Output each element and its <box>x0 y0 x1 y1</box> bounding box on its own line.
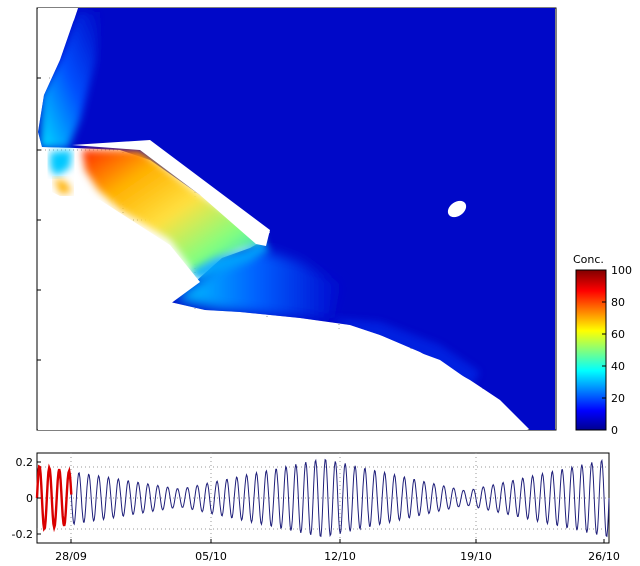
tide-panel: 0.2 0 -0.2 28/09 05/10 12/10 19/10 26/10 <box>12 452 620 563</box>
colorbar-tick-label: 40 <box>611 360 625 373</box>
land-south <box>38 170 528 430</box>
estuary-channel <box>82 150 265 276</box>
inlet-left <box>50 150 72 176</box>
inlet-left-lower <box>54 178 72 194</box>
tide-ytick-label: 0.2 <box>16 456 34 469</box>
tide-xtick-label: 12/10 <box>324 550 356 563</box>
land-north-spit <box>38 8 78 130</box>
colorbar-tick-label: 80 <box>611 296 625 309</box>
tide-series <box>35 458 610 538</box>
colorbar-tick-label: 0 <box>611 424 618 437</box>
colorbar-tick-label: 20 <box>611 392 625 405</box>
tide-highlight-line <box>35 463 73 533</box>
map-panel <box>36 7 557 431</box>
upper-channel-plume <box>40 12 100 148</box>
estuary-channel-edge <box>190 242 270 280</box>
colorbar: Conc. 100 80 60 40 20 0 <box>573 253 632 437</box>
colorbar-tick-label: 60 <box>611 328 625 341</box>
colorbar-ticks: 100 80 60 40 20 0 <box>602 264 632 437</box>
colorbar-bar <box>575 269 607 431</box>
colorbar-tick-label: 100 <box>611 264 632 277</box>
map-yticks <box>37 77 41 361</box>
tide-ytick-label: -0.2 <box>12 528 33 541</box>
tide-xtick-label: 19/10 <box>460 550 492 563</box>
tide-ytick-label: 0 <box>26 492 33 505</box>
tide-xtick-label: 05/10 <box>195 550 227 563</box>
tide-yticks: 0.2 0 -0.2 <box>12 456 41 541</box>
tide-xtick-label: 26/10 <box>588 550 620 563</box>
land-upper-bank <box>72 140 270 246</box>
colorbar-title: Conc. <box>573 253 604 266</box>
tide-xtick-label: 28/09 <box>55 550 87 563</box>
tide-xticks: 28/09 05/10 12/10 19/10 26/10 <box>55 539 620 563</box>
island <box>447 200 467 218</box>
tide-line <box>36 458 610 538</box>
